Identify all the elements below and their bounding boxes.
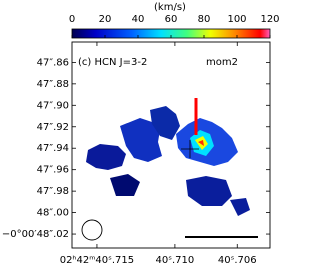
y-tick-label: 48″.00 bbox=[37, 208, 69, 219]
x-tick-label: 40ˢ.710 bbox=[156, 255, 195, 266]
y-tick-label: 47″.96 bbox=[37, 165, 69, 176]
colorbar-tick-label: 40 bbox=[132, 14, 145, 25]
y-tick-label: 47″.88 bbox=[37, 79, 69, 90]
y-tick-label: 47″.94 bbox=[37, 143, 69, 154]
x-tick-label: 02ʰ42ᵐ40ˢ.715 bbox=[60, 255, 134, 266]
beam bbox=[81, 219, 103, 241]
plot-frame bbox=[71, 41, 271, 249]
chart: (km/s) (c) HCN J=3-2 mom2 0 20 40 60 80 100 12… bbox=[2, 2, 280, 266]
colorbar-tick-label: 100 bbox=[227, 14, 246, 25]
y-tick-label: 47″.98 bbox=[37, 186, 69, 197]
y-tick-label: 47″.92 bbox=[37, 122, 69, 133]
annotation: mom2 bbox=[206, 57, 238, 68]
colorbar-label: (km/s) bbox=[154, 2, 186, 13]
y-tick-label: 47″.86 bbox=[37, 57, 69, 68]
x-tick-label: 40ˢ.706 bbox=[218, 255, 257, 266]
colorbar-tick-label: 60 bbox=[165, 14, 178, 25]
y-tick-label: −0°00′48″.02 bbox=[2, 229, 69, 240]
colorbar-tick-label: 120 bbox=[260, 14, 279, 25]
plot-title: (c) HCN J=3-2 bbox=[78, 57, 147, 68]
colorbar-tick-label: 20 bbox=[99, 14, 112, 25]
colorbar-tick-label: 80 bbox=[198, 14, 211, 25]
colorbar-tick-label: 0 bbox=[69, 14, 75, 25]
y-tick-label: 47″.90 bbox=[37, 100, 69, 111]
emission-map bbox=[86, 98, 250, 216]
